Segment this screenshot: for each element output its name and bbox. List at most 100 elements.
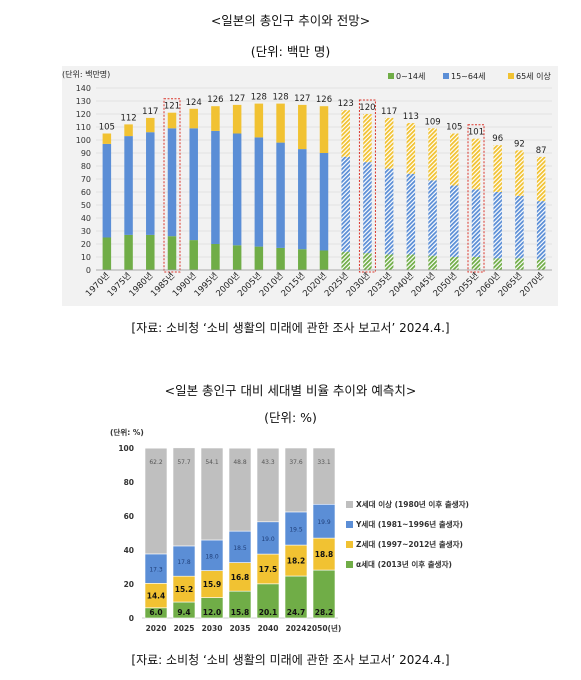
chart1-source: [자료: 소비청 ‘소비 생활의 미래에 관한 조사 보고서’ 2024.4.] <box>131 321 450 335</box>
chart2-x-tick: 2030 <box>202 624 223 633</box>
chart1-bar-segment <box>146 117 155 133</box>
chart1-bar-segment <box>363 253 372 270</box>
chart2-y-tick: 80 <box>124 478 134 487</box>
chart1-bar-segment <box>384 168 394 255</box>
chart1-total-label: 105 <box>99 123 115 133</box>
chart1-bar-segment <box>167 236 177 270</box>
chart1-bar-segment <box>515 258 524 270</box>
chart1-y-tick: 100 <box>76 136 91 145</box>
chart1-bar-segment <box>124 136 133 235</box>
chart2-y-tick: 0 <box>129 614 134 623</box>
chart1-bar-segment <box>341 110 350 157</box>
chart1-total-label: 117 <box>381 107 397 117</box>
chart1-bar-segment <box>406 254 416 270</box>
chart1-bar-segment <box>471 257 481 270</box>
chart1-bar-segment <box>298 149 307 250</box>
chart1-total-label: 123 <box>338 99 354 109</box>
chart1-total-label: 128 <box>251 93 267 103</box>
chart1-bar-segment <box>254 137 264 247</box>
chart1-bar-segment <box>341 251 350 270</box>
chart1-bar-segment <box>232 245 242 270</box>
chart2-bar-segment <box>172 447 196 547</box>
chart2-data-label: 17.5 <box>259 565 278 574</box>
chart1-bar-segment <box>319 153 329 251</box>
chart1-bar-segment <box>428 128 437 181</box>
chart1-bar-segment <box>167 128 177 237</box>
chart1-y-tick: 70 <box>81 175 91 184</box>
chart1-bar-segment <box>276 142 285 248</box>
chart2-subtitle: (단위: %) <box>264 410 317 425</box>
chart1-bar-segment <box>276 103 285 143</box>
chart1-legend-label: 0~14세 <box>396 72 425 81</box>
chart1-bar-segment <box>536 156 546 202</box>
chart1-y-tick: 130 <box>76 97 91 106</box>
chart1-bar-segment <box>232 104 242 134</box>
chart2-bar-segment <box>200 447 224 541</box>
chart1-bar-segment <box>450 257 459 270</box>
chart1-bar-segment <box>536 201 546 260</box>
generation-chart: (단위: %)0204060801006.014.417.362.220209.… <box>110 427 469 633</box>
chart1-bar-segment <box>493 192 502 259</box>
chart1-bar-segment <box>363 114 372 163</box>
chart2-source: [자료: 소비청 ‘소비 생활의 미래에 관한 조사 보고서’ 2024.4.] <box>131 653 450 667</box>
population-chart: (단위: 백만명) 0 10 20 30 40 50 60 70 80 90 100 110 120 130… <box>62 66 558 306</box>
chart2-legend-label: Z세대 (1997~2012년 출생자) <box>356 539 463 549</box>
chart2-data-label: 62.2 <box>149 459 163 466</box>
chart1-subtitle: (단위: 백만 명) <box>250 44 331 59</box>
chart1-legend-swatch <box>388 73 394 79</box>
chart1-y-tick: 110 <box>76 123 91 132</box>
chart2-data-label: 14.4 <box>147 592 166 601</box>
chart2-data-label: 48.8 <box>233 459 247 466</box>
chart1-bar-segment <box>102 143 112 238</box>
chart2-data-label: 18.2 <box>287 557 306 566</box>
chart2-x-tick: 2020 <box>146 624 167 633</box>
chart1-total-label: 105 <box>446 123 462 133</box>
chart2-data-label: 15.8 <box>231 608 250 617</box>
chart2-unit-label: (단위: %) <box>110 427 144 437</box>
chart2-data-label: 19.5 <box>289 526 303 533</box>
chart1-total-label: 128 <box>272 93 288 103</box>
chart1-y-tick: 60 <box>81 188 91 197</box>
chart2-data-label: 15.2 <box>175 585 194 594</box>
chart1-highlight-box <box>163 98 181 273</box>
chart1-bar-segment <box>515 150 524 196</box>
chart1-y-tick: 20 <box>81 240 91 249</box>
chart1-legend-swatch <box>508 73 514 79</box>
chart1-y-tick: 40 <box>81 214 91 223</box>
chart1-total-label: 120 <box>359 103 375 113</box>
chart1-bar-segment <box>189 108 198 129</box>
chart1-bar-segment <box>189 128 198 241</box>
chart1-unit-label: (단위: 백만명) <box>62 69 110 79</box>
chart1-bar-segment <box>319 106 329 153</box>
chart1-bar-segment <box>146 132 155 235</box>
chart1-bar-segment <box>146 234 155 270</box>
chart1-bar-segment <box>450 133 459 186</box>
chart1-total-label: 117 <box>142 107 158 117</box>
chart1-bar-segment <box>298 249 307 270</box>
chart2-bar-segment <box>144 447 168 555</box>
chart1-title: <일본의 총인구 추이와 전망> <box>210 13 371 28</box>
chart2-data-label: 18.5 <box>233 545 247 552</box>
chart2-x-tick: 2035 <box>230 624 251 633</box>
chart1-y-tick: 50 <box>81 201 91 210</box>
chart2-y-tick: 60 <box>124 512 134 521</box>
chart1-bar-segment <box>124 234 133 270</box>
chart1-bar-segment <box>406 173 416 255</box>
chart1-legend-swatch <box>443 73 449 79</box>
chart1-y-tick: 140 <box>76 84 91 93</box>
chart1-bar-segment <box>384 254 394 270</box>
chart1-bar-segment <box>232 133 242 246</box>
chart1-bar-segment <box>428 255 437 270</box>
chart2-data-label: 6.0 <box>149 608 162 617</box>
chart2-legend-label: α세대 (2013년 이후 출생자) <box>356 559 452 569</box>
chart2-data-label: 57.7 <box>177 459 191 466</box>
chart2-bar-segment <box>228 447 252 532</box>
chart1-legend-label: 15~64세 <box>451 72 485 81</box>
chart2-bar-segment <box>256 447 280 523</box>
chart1-y-tick: 80 <box>81 162 91 171</box>
chart2-data-label: 54.1 <box>205 459 219 466</box>
chart2-data-label: 28.2 <box>315 608 334 617</box>
chart1-bar-segment <box>471 138 481 190</box>
chart2-x-tick: 2025 <box>174 624 195 633</box>
chart1-total-label: 112 <box>120 113 136 123</box>
